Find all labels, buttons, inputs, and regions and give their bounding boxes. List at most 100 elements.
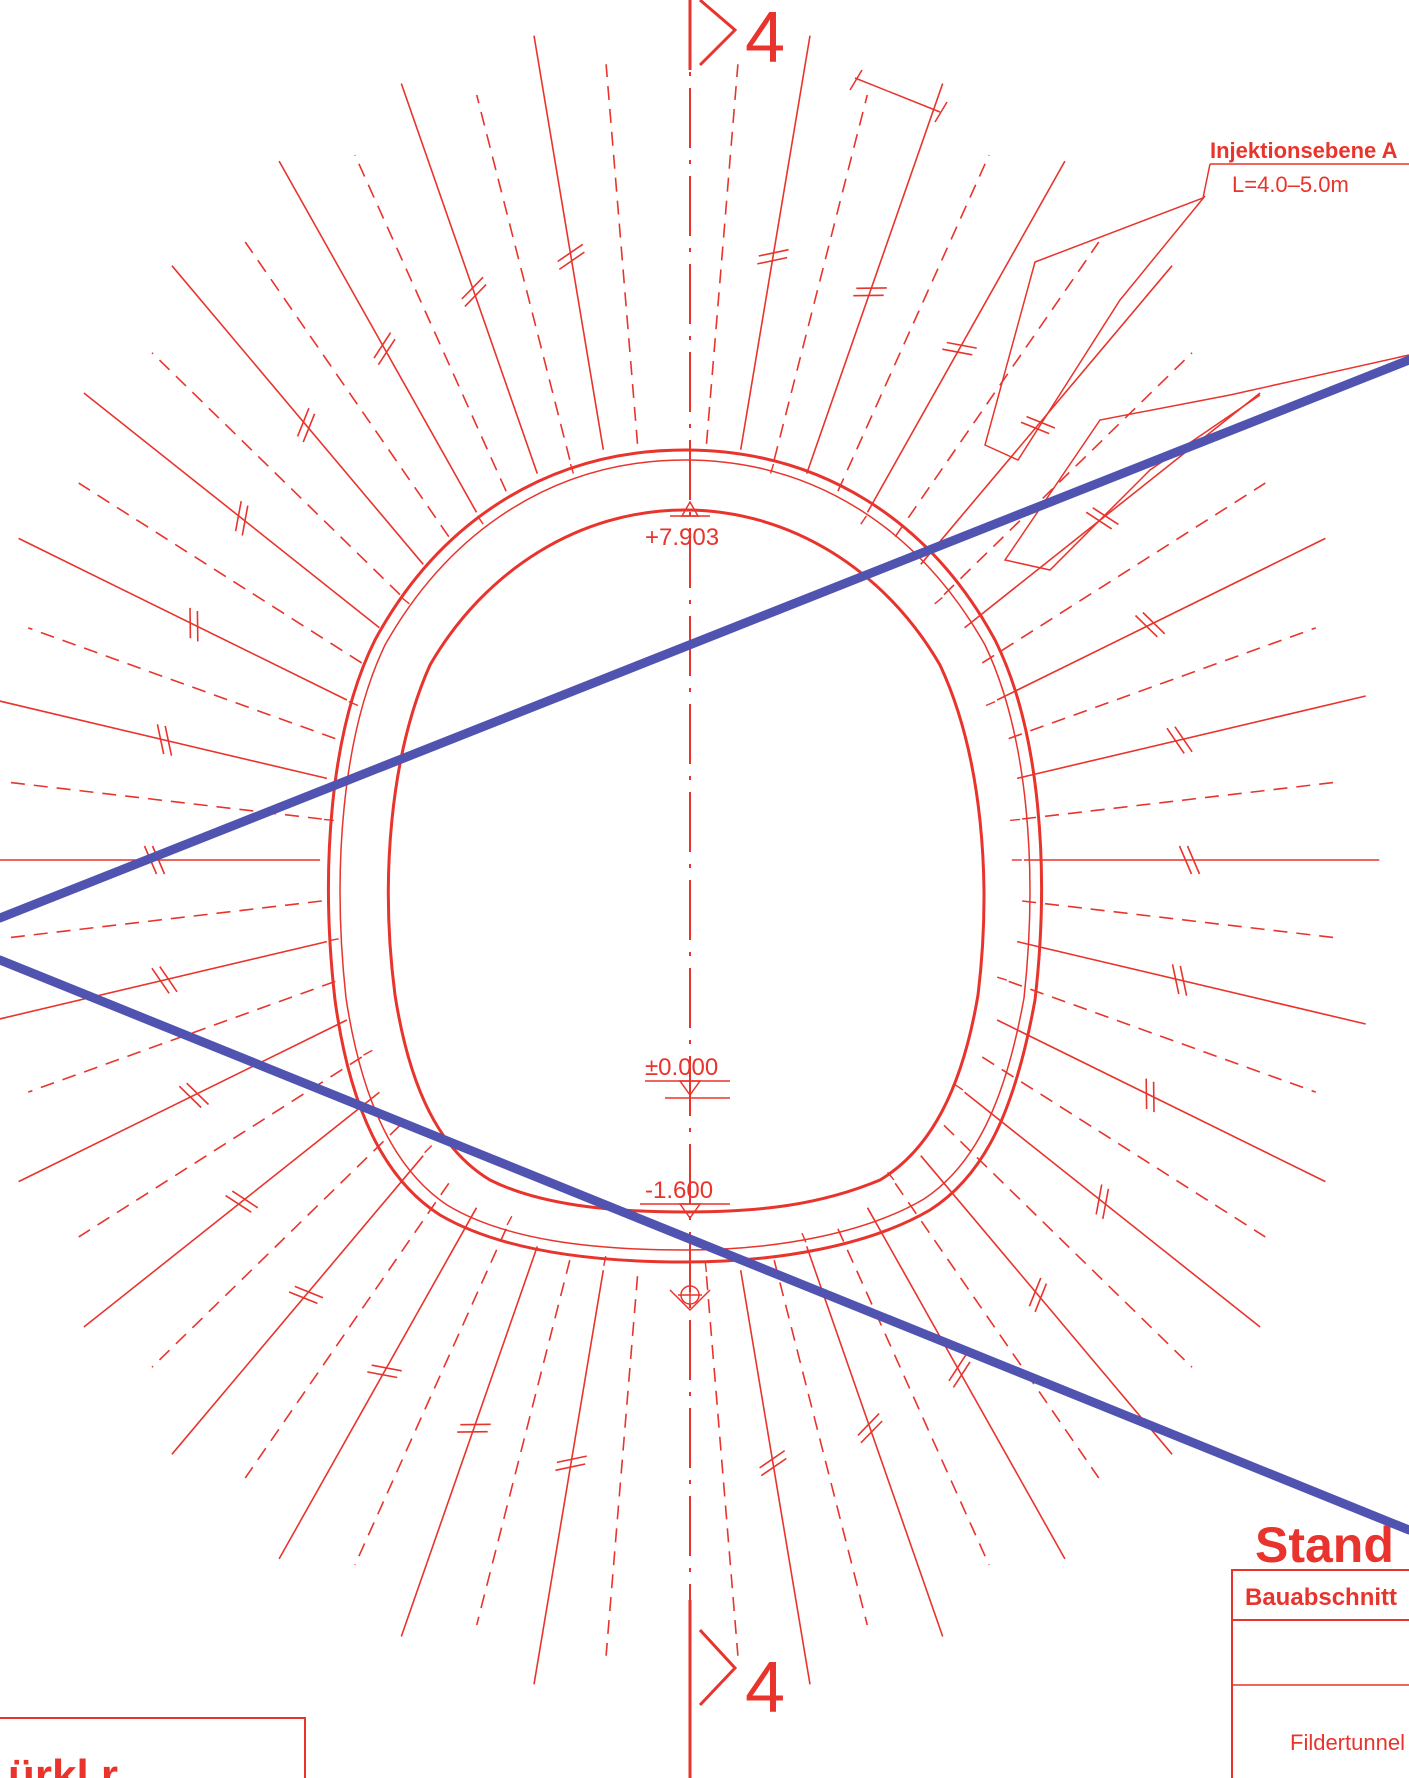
injection-title: Injektionsebene A — [1210, 138, 1398, 163]
lance-tick — [178, 1085, 202, 1109]
lance-tick — [759, 1449, 786, 1469]
drainage-symbol — [669, 1283, 711, 1312]
lance-tick — [373, 332, 392, 359]
injection-lance — [533, 1270, 605, 1685]
injection-lance — [605, 64, 639, 444]
injection-lance — [739, 35, 811, 450]
injection-lance — [1016, 940, 1366, 1025]
lance-tick — [1166, 727, 1185, 754]
lance-tick — [241, 505, 249, 536]
section-marker-label: 4 — [745, 1648, 785, 1728]
overlay-strokes — [0, 355, 1409, 1535]
lance-tick — [464, 284, 487, 307]
lance-tick — [557, 243, 584, 263]
injection-lance — [475, 1260, 571, 1626]
anchor-notch — [603, 1255, 607, 1267]
overlay-stroke-lower — [0, 955, 1409, 1535]
injection-lance — [1016, 695, 1366, 780]
injection-lance — [981, 1056, 1266, 1238]
tunnel-shotcrete-line — [339, 459, 1031, 1251]
injection-lance — [943, 352, 1193, 596]
title-heading: Stand — [1255, 1517, 1394, 1573]
injection-lance — [18, 1019, 348, 1183]
lance-tick — [294, 1285, 324, 1299]
lance-tick — [461, 276, 484, 300]
elevation-datum: ±0.000 — [645, 1054, 730, 1099]
elevation-crown: +7.903 — [645, 500, 719, 551]
lance-tick — [942, 348, 973, 356]
lance-tick — [1134, 614, 1158, 638]
anchor-notch — [506, 1215, 513, 1226]
anchor-notch — [985, 700, 996, 707]
injection-lance — [151, 1124, 401, 1368]
title-block: Stand Bauabschnitt Fildertunnel — [1231, 1517, 1409, 1778]
injection-lance — [894, 1182, 1100, 1479]
anchor-notch — [323, 818, 334, 822]
injection-lance — [1008, 980, 1317, 1093]
lance-tick — [558, 251, 585, 271]
lance-tick — [1186, 845, 1201, 875]
injection-lance — [1022, 900, 1342, 940]
injection-lance — [964, 1091, 1261, 1328]
lance-tick — [556, 1455, 587, 1464]
injection-length: L=4.0–5.0m — [1232, 172, 1349, 197]
lance-tick — [371, 1364, 402, 1372]
elevation-invert-label: -1.600 — [645, 1177, 713, 1204]
lance-tick — [156, 724, 165, 755]
lance-tick — [1028, 1277, 1042, 1307]
anchor-notch — [860, 515, 867, 525]
lance-tick — [757, 256, 788, 265]
injection-lance — [805, 83, 944, 474]
injection-lance — [151, 352, 401, 596]
anchor-notch — [954, 1083, 964, 1091]
lance-tick — [1179, 965, 1188, 996]
injection-lance — [78, 482, 363, 664]
injection-lance — [996, 537, 1326, 701]
lance-tick — [555, 1463, 586, 1472]
injection-lance — [78, 1056, 363, 1238]
injection-lance — [866, 1207, 1066, 1560]
injection-lance — [0, 940, 328, 1020]
lance-tick — [1026, 415, 1056, 429]
injection-lance — [475, 94, 571, 460]
injection-lance — [894, 241, 1100, 538]
elevation-datum-label: ±0.000 — [645, 1054, 718, 1081]
anchor-notch — [328, 938, 339, 942]
lance-tick — [760, 1457, 787, 1477]
anchor-notch — [424, 1145, 433, 1154]
injection-lance — [605, 1276, 639, 1656]
injection-lance — [837, 1228, 990, 1566]
injection-lance — [739, 1270, 811, 1685]
title-section-label: Bauabschnitt — [1245, 1584, 1397, 1611]
injection-lance — [773, 94, 869, 460]
injection-lance — [920, 1155, 1173, 1455]
tunnel-outer-profile — [327, 448, 1043, 1264]
lance-tick — [1095, 1184, 1103, 1215]
injection-lance — [171, 265, 424, 565]
injection-lance — [171, 1155, 424, 1455]
anchor-notch — [348, 700, 359, 707]
anchor-notch — [934, 596, 943, 605]
lance-tick — [946, 341, 977, 349]
lance-tick — [1174, 726, 1193, 753]
lance-tick — [1102, 1188, 1110, 1220]
lance-tick — [948, 1354, 967, 1382]
injection-lance — [1008, 627, 1317, 740]
lance-tick — [377, 338, 396, 366]
anchor-notch — [477, 515, 484, 525]
injection-lance — [981, 482, 1266, 664]
injection-lance — [773, 1260, 869, 1626]
lance-tick — [1178, 845, 1193, 875]
elevation-invert: -1.600 — [640, 1177, 730, 1220]
lance-tick — [151, 967, 170, 994]
lance-tick — [857, 1413, 880, 1436]
section-marker-bottom: 4 — [688, 1600, 785, 1778]
injection-lance — [996, 1019, 1326, 1183]
anchor-notch — [801, 1232, 807, 1243]
lance-tick — [952, 1361, 971, 1388]
lance-tick — [367, 1371, 398, 1379]
injection-lance — [1022, 780, 1342, 820]
lance-tick — [302, 413, 316, 443]
lance-tick — [1142, 611, 1166, 635]
